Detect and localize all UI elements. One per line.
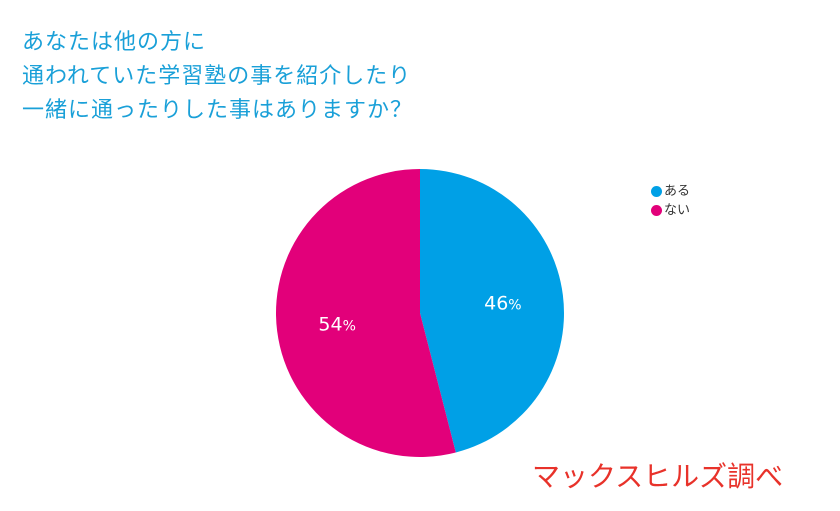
- title-line-2: 通われていた学習塾の事を紹介したり: [22, 64, 412, 89]
- pie-slice-aru: [420, 169, 565, 453]
- slice-label-nai: 54%: [318, 313, 356, 335]
- legend-swatch-nai: [651, 205, 662, 216]
- legend-item-nai: ない: [651, 201, 690, 220]
- chart-title: あなたは他の方に 通われていた学習塾の事を紹介したり 一緒に通ったりした事はあり…: [22, 26, 413, 128]
- legend-label-nai: ない: [664, 203, 691, 218]
- source-note: マックスヒルズ調べ: [532, 460, 784, 493]
- slice-label-aru: 46%: [484, 293, 522, 315]
- title-line-1: あなたは他の方に: [22, 30, 207, 55]
- legend-item-aru: ある: [651, 182, 690, 201]
- legend-label-aru: ある: [664, 184, 691, 199]
- legend: ある ない: [651, 182, 690, 220]
- legend-swatch-aru: [651, 186, 662, 197]
- title-line-3: 一緒に通ったりした事はありますか？: [22, 98, 414, 123]
- pie-slice-nai: [276, 169, 456, 457]
